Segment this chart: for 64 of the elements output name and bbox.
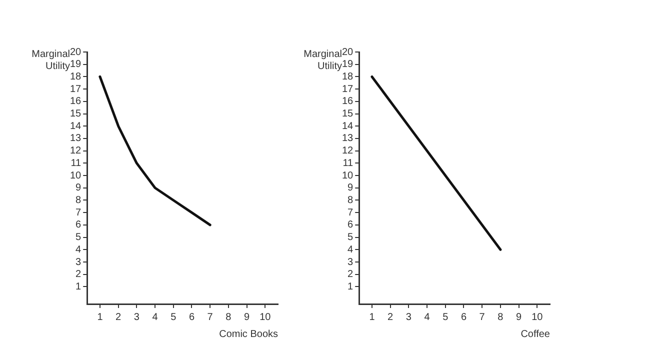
y-tick-label: 2 (76, 269, 82, 280)
y-tick-label: 9 (348, 182, 354, 194)
y-axis-title: Marginal Utility (30, 49, 70, 73)
x-tick-label: 10 (260, 312, 272, 323)
y-tick-label: 3 (348, 256, 354, 268)
y-tick-label: 5 (76, 232, 82, 244)
y-tick-label: 16 (70, 96, 82, 108)
x-tick-label: 4 (424, 312, 430, 323)
y-tick-label: 20 (70, 46, 82, 58)
x-axis-title: Comic Books (219, 328, 278, 340)
x-tick-label: 2 (116, 312, 122, 323)
y-tick-label: 17 (342, 84, 354, 95)
y-tick-label: 11 (70, 158, 82, 169)
y-tick-label: 8 (76, 194, 82, 206)
y-tick-label: 18 (70, 71, 82, 82)
x-tick-label: 8 (226, 312, 232, 323)
x-tick-label: 5 (170, 312, 177, 323)
y-tick-label: 4 (76, 244, 82, 256)
y-tick-label: 7 (348, 207, 354, 218)
x-tick-label: 7 (479, 312, 486, 323)
y-tick-label: 14 (342, 120, 354, 132)
y-tick-label: 20 (342, 46, 354, 58)
x-tick-label: 7 (207, 312, 214, 323)
y-tick-label: 10 (342, 170, 354, 182)
x-tick-label: 8 (498, 312, 504, 323)
y-tick-label: 9 (76, 182, 82, 194)
y-tick-label: 12 (70, 146, 82, 157)
y-tick-label: 18 (342, 71, 354, 82)
y-tick-label: 14 (70, 120, 82, 132)
x-tick-label: 5 (442, 312, 449, 323)
x-tick-label: 3 (134, 312, 140, 323)
x-tick-label: 4 (152, 312, 158, 323)
y-tick-label: 6 (348, 220, 354, 231)
x-tick-label: 1 (369, 312, 376, 323)
y-tick-label: 1 (348, 281, 354, 292)
y-tick-label: 19 (342, 59, 354, 70)
x-tick-label: 6 (188, 312, 195, 323)
x-tick-label: 9 (244, 312, 250, 323)
x-tick-label: 6 (460, 312, 467, 323)
y-tick-label: 13 (70, 133, 82, 144)
y-tick-label: 19 (70, 59, 82, 70)
x-tick-label: 1 (97, 312, 104, 323)
y-tick-label: 13 (342, 133, 354, 144)
y-tick-label: 17 (70, 84, 82, 95)
y-tick-label: 12 (342, 146, 354, 157)
y-tick-label: 1 (76, 281, 82, 292)
y-tick-label: 5 (348, 232, 354, 244)
y-tick-label: 11 (342, 158, 354, 169)
y-tick-label: 10 (70, 170, 82, 182)
x-tick-label: 9 (516, 312, 522, 323)
x-tick-label: 10 (532, 312, 544, 323)
x-axis-title: Coffee (520, 328, 550, 340)
y-tick-label: 2 (348, 269, 354, 280)
y-tick-label: 3 (76, 256, 82, 268)
y-tick-label: 8 (348, 194, 354, 206)
y-tick-label: 15 (70, 108, 82, 120)
y-axis-title: Marginal Utility (302, 49, 342, 73)
y-tick-label: 4 (348, 244, 354, 256)
y-tick-label: 15 (342, 108, 354, 120)
y-tick-label: 16 (342, 96, 354, 108)
y-tick-label: 7 (76, 207, 82, 218)
y-tick-label: 6 (76, 220, 82, 231)
x-tick-label: 3 (406, 312, 412, 323)
x-tick-label: 2 (388, 312, 394, 323)
